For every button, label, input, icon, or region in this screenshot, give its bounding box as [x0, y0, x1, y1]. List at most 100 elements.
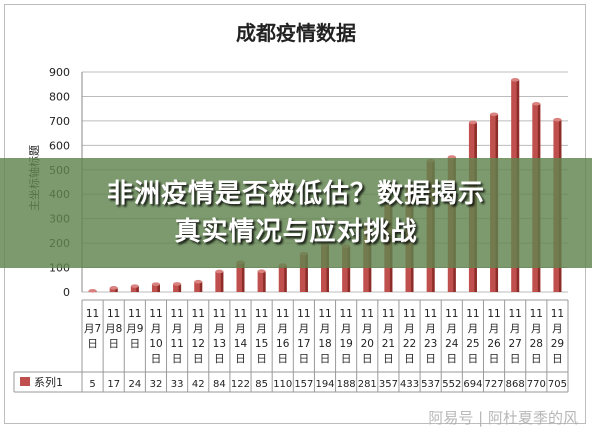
bar-shade	[305, 253, 308, 292]
bar-body	[257, 271, 266, 292]
category-label: 11 月 27 日	[508, 308, 521, 365]
headline-line-2: 真实情况与应对挑战	[174, 217, 418, 247]
bar-shade	[326, 244, 329, 292]
bar	[173, 282, 182, 292]
bar-body	[278, 265, 287, 292]
category-label: 11 月 10 日	[149, 308, 162, 365]
bar-cap	[490, 112, 499, 117]
category-label: 11 月 17 日	[297, 308, 310, 365]
bar-shade	[220, 271, 224, 292]
bar-cap	[173, 282, 182, 286]
bar-body	[215, 271, 224, 292]
bar-cap	[511, 78, 520, 82]
data-value-label: 552	[442, 379, 461, 390]
bar-cap	[109, 286, 118, 290]
data-value-label: 85	[255, 379, 268, 390]
bar-shade	[284, 265, 287, 292]
data-value-label: 727	[484, 379, 503, 390]
bar-shade	[115, 287, 118, 292]
data-value-label: 110	[273, 379, 292, 390]
bar-cap	[194, 279, 203, 284]
category-label: 11 月9 日	[126, 308, 143, 350]
category-label: 11 月 13 日	[213, 308, 226, 365]
y-tick-label: 0	[63, 286, 70, 299]
bar	[109, 286, 118, 292]
bar-body	[236, 262, 245, 292]
bar-shade	[157, 284, 160, 292]
bar-shade	[241, 262, 245, 292]
bar	[257, 269, 266, 292]
data-value-label: 5	[89, 379, 95, 390]
legend-label: 系列1	[34, 375, 63, 389]
category-label: 11 月 18 日	[318, 308, 331, 365]
category-label: 11 月 21 日	[382, 308, 395, 365]
bar-body	[151, 284, 160, 292]
watermark: 阿易号 | 阿杜夏季的风	[428, 409, 578, 427]
category-label: 11 月 15 日	[255, 308, 268, 365]
bar-body	[130, 286, 139, 292]
bar-cap	[215, 269, 224, 274]
bar-shade	[263, 271, 266, 292]
category-label: 11 月 28 日	[530, 308, 543, 365]
bar-body	[173, 283, 182, 292]
category-label: 11 月 14 日	[234, 308, 248, 365]
bar-body	[321, 244, 329, 292]
data-value-label: 694	[463, 379, 482, 390]
data-value-label: 537	[421, 379, 440, 390]
data-value-label: 42	[192, 379, 205, 390]
category-label: 11 月7 日	[84, 308, 101, 350]
bar-body	[109, 287, 118, 292]
bar-body	[194, 281, 203, 292]
data-value-label: 357	[379, 379, 398, 390]
bar-shade	[347, 246, 351, 292]
bar-cap	[257, 269, 266, 274]
category-label: 11 月 20 日	[361, 308, 374, 365]
bar-cap	[151, 282, 160, 286]
data-value-label: 157	[294, 379, 313, 390]
legend-swatch	[20, 377, 30, 386]
data-table: 系列1 11 月7 日11 月8 日11 月9 日 11 月 10 日 11 月 11 日 11 月 12 日 11 月 1…	[13, 299, 569, 393]
category-label: 11 月 25 日	[466, 308, 479, 365]
chart-title: 成都疫情数据	[236, 21, 356, 45]
bar-shade	[199, 281, 203, 292]
bar	[215, 269, 224, 292]
category-label: 11 月8 日	[105, 308, 122, 350]
bar-shade	[178, 283, 182, 292]
category-label: 11 月 29 日	[551, 308, 564, 365]
category-label: 11 月 26 日	[487, 308, 501, 365]
y-tick-label: 600	[49, 139, 70, 152]
bar-cap	[468, 120, 477, 125]
category-label: 11 月 24 日	[445, 308, 459, 365]
bar-cap	[130, 284, 139, 288]
headline-line-1: 非洲疫情是否被低估？数据揭示	[106, 179, 485, 209]
category-label: 11 月 16 日	[276, 308, 290, 365]
data-value-label: 868	[506, 379, 525, 390]
data-value-label: 32	[150, 379, 163, 390]
data-value-label: 17	[107, 379, 120, 390]
bar-cap	[553, 117, 562, 122]
bar-shade	[136, 286, 139, 292]
bar	[130, 284, 139, 292]
data-value-label: 24	[128, 379, 141, 390]
data-value-label: 194	[315, 379, 334, 390]
bar-cap	[532, 101, 541, 106]
data-value-label: 33	[171, 379, 184, 390]
category-label: 11 月 11 日	[170, 308, 183, 365]
headline-banner: 非洲疫情是否被低估？数据揭示 真实情况与应对挑战	[0, 158, 592, 268]
y-tick-label: 700	[49, 115, 70, 128]
bar-body	[299, 253, 308, 292]
category-label: 11 月 12 日	[192, 308, 205, 365]
bar-cap	[88, 288, 97, 293]
bar	[194, 279, 203, 292]
data-value-label: 281	[358, 379, 377, 390]
y-tick-label: 800	[49, 90, 70, 103]
data-value-label: 433	[400, 379, 419, 390]
data-value-label: 705	[548, 379, 567, 390]
data-value-label: 84	[213, 379, 226, 390]
data-value-label: 188	[337, 379, 356, 390]
y-tick-label: 900	[49, 66, 70, 79]
category-label: 11 月 23 日	[424, 308, 437, 365]
bar-cap	[447, 155, 456, 159]
data-value-label: 122	[231, 379, 250, 390]
category-label: 11 月 19 日	[339, 308, 352, 365]
